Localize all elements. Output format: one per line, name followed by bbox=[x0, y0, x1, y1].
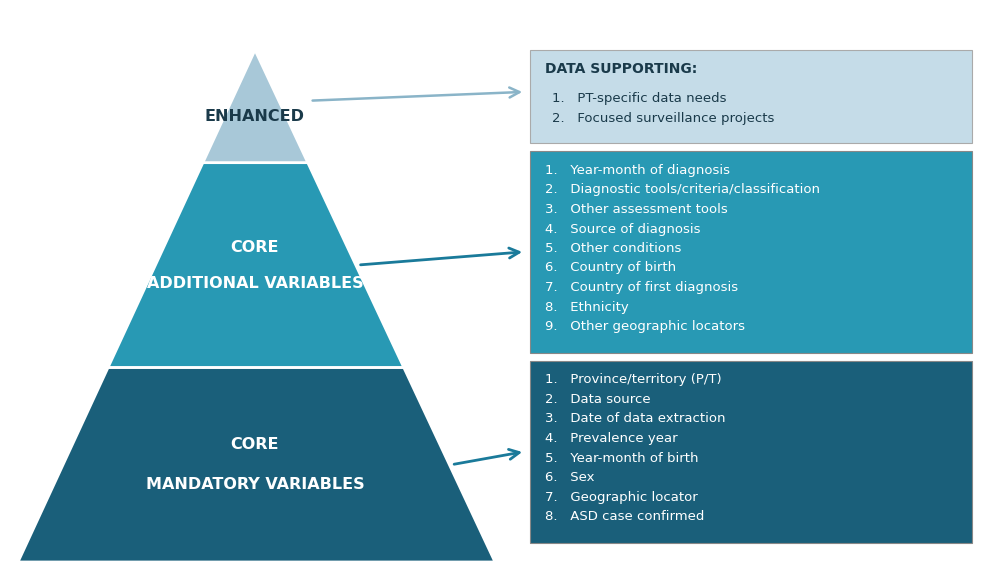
Text: 2.   Diagnostic tools/criteria/classification: 2. Diagnostic tools/criteria/classificat… bbox=[545, 183, 820, 197]
Text: 7.   Geographic locator: 7. Geographic locator bbox=[545, 491, 698, 503]
Text: 2.   Data source: 2. Data source bbox=[545, 393, 651, 406]
Text: 7.   Country of first diagnosis: 7. Country of first diagnosis bbox=[545, 281, 738, 294]
Polygon shape bbox=[203, 50, 307, 162]
Text: CORE: CORE bbox=[231, 437, 279, 452]
Text: DATA SUPPORTING:: DATA SUPPORTING: bbox=[545, 62, 697, 76]
Text: 4.   Source of diagnosis: 4. Source of diagnosis bbox=[545, 223, 700, 235]
FancyBboxPatch shape bbox=[530, 151, 972, 353]
Text: 9.   Other geographic locators: 9. Other geographic locators bbox=[545, 320, 745, 333]
Text: 8.   ASD case confirmed: 8. ASD case confirmed bbox=[545, 510, 704, 523]
Text: CORE: CORE bbox=[231, 240, 279, 255]
Polygon shape bbox=[108, 162, 404, 368]
Text: ADDITIONAL VARIABLES: ADDITIONAL VARIABLES bbox=[146, 276, 363, 291]
Text: ENHANCED: ENHANCED bbox=[205, 109, 305, 124]
FancyBboxPatch shape bbox=[530, 361, 972, 542]
Text: 2.   Focused surveillance projects: 2. Focused surveillance projects bbox=[552, 111, 775, 125]
Text: 8.   Ethnicity: 8. Ethnicity bbox=[545, 300, 628, 314]
Text: 4.   Prevalence year: 4. Prevalence year bbox=[545, 432, 678, 445]
Text: 1.   Year-month of diagnosis: 1. Year-month of diagnosis bbox=[545, 164, 730, 177]
Text: 5.   Other conditions: 5. Other conditions bbox=[545, 242, 682, 255]
Text: 3.   Date of data extraction: 3. Date of data extraction bbox=[545, 412, 726, 426]
Text: 6.   Country of birth: 6. Country of birth bbox=[545, 262, 677, 274]
FancyBboxPatch shape bbox=[530, 50, 972, 143]
Text: MANDATORY VARIABLES: MANDATORY VARIABLES bbox=[145, 477, 364, 492]
Text: 5.   Year-month of birth: 5. Year-month of birth bbox=[545, 451, 698, 465]
Text: 1.   Province/territory (P/T): 1. Province/territory (P/T) bbox=[545, 374, 722, 386]
Text: 3.   Other assessment tools: 3. Other assessment tools bbox=[545, 203, 728, 216]
Polygon shape bbox=[18, 368, 495, 562]
Text: 6.   Sex: 6. Sex bbox=[545, 471, 594, 484]
Text: 1.   PT-specific data needs: 1. PT-specific data needs bbox=[552, 92, 727, 105]
